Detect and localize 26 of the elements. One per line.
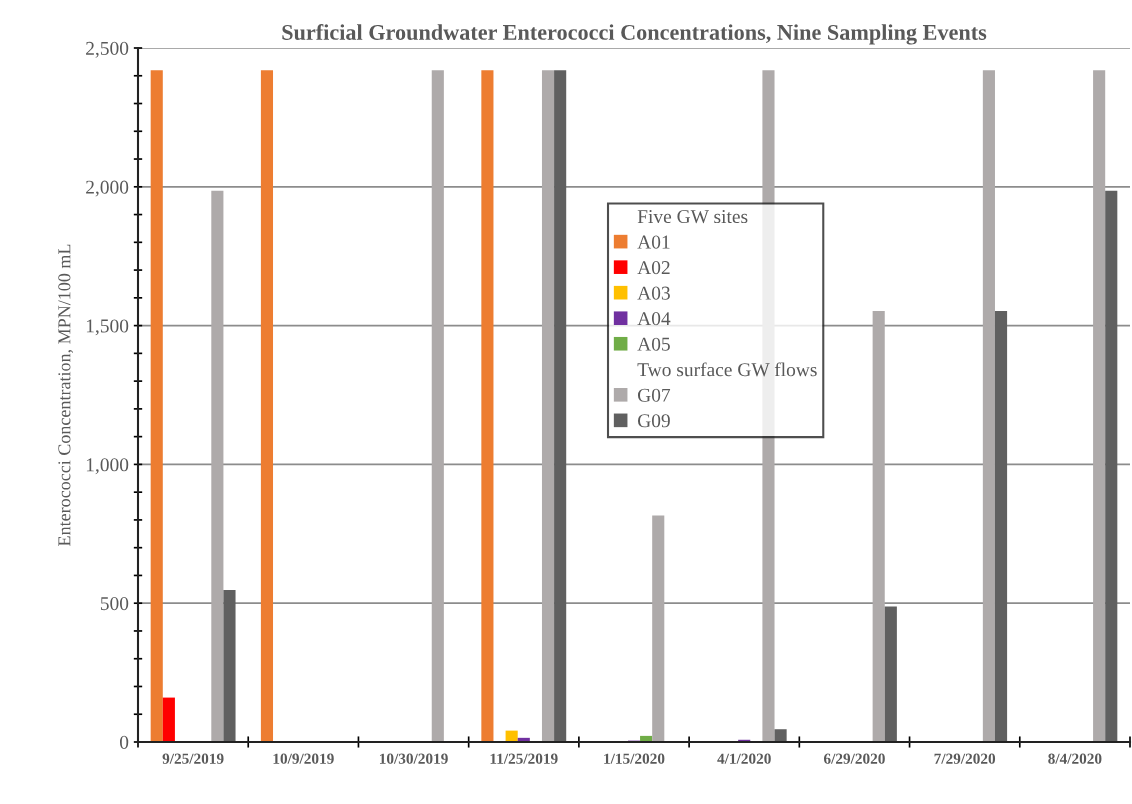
x-tick-label: 9/25/2019	[162, 753, 224, 764]
annotation: Five GW sites	[637, 210, 748, 224]
y-tick-label: 0	[119, 735, 129, 749]
legend-label: A03	[637, 286, 670, 300]
x-tick-label: 1/15/2020	[604, 753, 665, 764]
y-tick-label: 2,000	[86, 180, 129, 197]
legend-label: A04	[637, 312, 671, 326]
x-tick-label: 7/29/2020	[934, 753, 996, 764]
y-tick-label: 500	[100, 597, 129, 611]
legend-label: A05	[637, 337, 670, 351]
y-tick-label: 1,500	[86, 319, 129, 336]
x-tick-label: 11/25/2019	[490, 753, 558, 764]
legend-label: G09	[637, 414, 670, 428]
legend-label: A02	[637, 261, 670, 275]
annotation: Two surface GW flows	[637, 362, 817, 377]
y-tick-label: 1,000	[86, 458, 129, 475]
legend-label: G07	[637, 388, 671, 402]
x-tick-label: 10/9/2019	[273, 753, 334, 764]
x-tick-label: 6/29/2020	[823, 753, 885, 764]
legend-label: A01	[637, 235, 670, 249]
y-tick-label: 2,500	[86, 41, 129, 58]
x-tick-label: 4/1/2020	[717, 753, 771, 764]
x-tick-label: 10/30/2019	[379, 753, 448, 764]
y-axis-title: Enterococci Concentration, MPN/100 mL	[58, 244, 74, 546]
chart-title: Surficial Groundwater Enterococci Concentrations, Nine Sampling Events	[282, 24, 987, 45]
x-tick-label: 8/4/2020	[1048, 753, 1102, 764]
